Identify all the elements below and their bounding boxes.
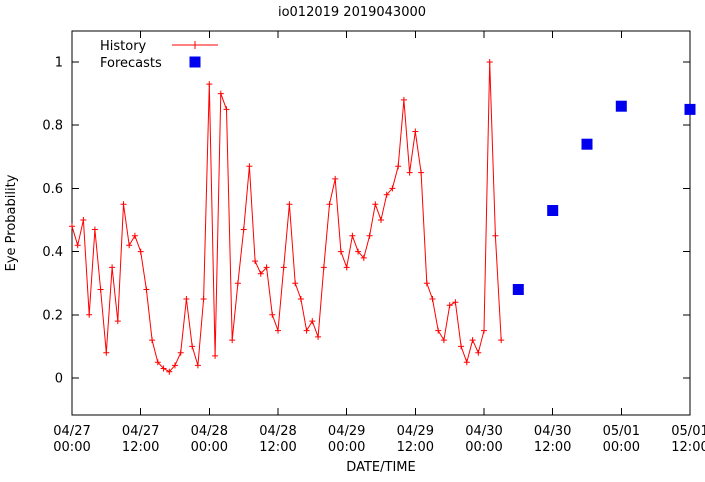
x-tick-label-time: 00:00 bbox=[603, 440, 640, 455]
x-tick-label-date: 05/01 bbox=[671, 424, 705, 439]
y-tick-label: 0.4 bbox=[42, 245, 63, 260]
x-tick-label-date: 04/29 bbox=[328, 424, 365, 439]
x-tick-label-date: 04/27 bbox=[53, 424, 90, 439]
x-axis-label: DATE/TIME bbox=[346, 460, 415, 475]
x-tick-label-time: 12:00 bbox=[534, 440, 571, 455]
x-tick-label-time: 00:00 bbox=[191, 440, 228, 455]
forecast-point bbox=[684, 103, 696, 115]
forecast-point bbox=[547, 205, 559, 216]
x-tick-label-time: 12:00 bbox=[397, 440, 434, 455]
x-ticks: 04/2700:0004/2712:0004/2800:0004/2812:00… bbox=[53, 31, 705, 455]
y-tick-label: 0 bbox=[55, 372, 63, 387]
legend-history-label: History bbox=[100, 39, 147, 54]
y-tick-label: 0.6 bbox=[42, 182, 63, 197]
forecast-point bbox=[615, 100, 627, 112]
y-tick-label: 0.8 bbox=[42, 119, 63, 134]
history-series bbox=[69, 59, 505, 375]
x-tick-label-date: 04/27 bbox=[122, 424, 159, 439]
x-tick-label-time: 12:00 bbox=[122, 440, 159, 455]
y-ticks: 0 0.2 0.4 0.6 0.8 1 bbox=[42, 56, 690, 387]
x-tick-label-time: 00:00 bbox=[53, 440, 90, 455]
x-tick-label-date: 05/01 bbox=[603, 424, 640, 439]
y-tick-label: 0.2 bbox=[42, 308, 63, 323]
legend-forecast-sample-icon bbox=[189, 56, 201, 68]
x-tick-label-date: 04/28 bbox=[191, 424, 228, 439]
x-tick-label-time: 00:00 bbox=[465, 440, 502, 455]
legend: History Forecasts bbox=[100, 39, 218, 71]
forecast-point bbox=[581, 138, 593, 150]
chart-title: io012019 2019043000 bbox=[278, 5, 426, 20]
x-tick-label-time: 12:00 bbox=[671, 440, 705, 455]
x-tick-label-date: 04/29 bbox=[397, 424, 434, 439]
y-tick-label: 1 bbox=[55, 56, 63, 71]
legend-forecasts-label: Forecasts bbox=[100, 56, 162, 71]
x-tick-label-date: 04/30 bbox=[465, 424, 502, 439]
x-tick-label-date: 04/28 bbox=[259, 424, 296, 439]
history-plus-markers bbox=[69, 59, 505, 375]
plot-border bbox=[71, 30, 691, 416]
x-tick-label-time: 00:00 bbox=[328, 440, 365, 455]
x-tick-label-date: 04/30 bbox=[534, 424, 571, 439]
forecast-series bbox=[512, 100, 696, 295]
forecast-point bbox=[512, 284, 524, 295]
x-tick-label-time: 12:00 bbox=[259, 440, 296, 455]
history-line bbox=[71, 61, 502, 373]
y-axis-label: Eye Probability bbox=[4, 174, 19, 271]
legend-history-sample-icon bbox=[172, 41, 218, 49]
